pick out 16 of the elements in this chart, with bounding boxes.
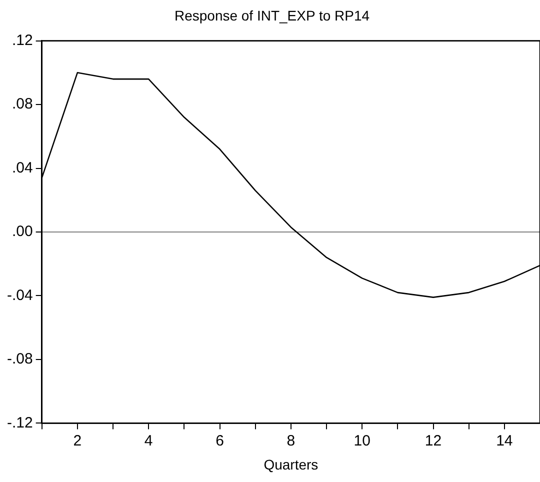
y-tick-label: .04 bbox=[12, 159, 33, 176]
x-axis-title: Quarters bbox=[264, 456, 318, 472]
x-tick-label: 14 bbox=[496, 432, 513, 450]
y-tick-label: .12 bbox=[12, 32, 33, 49]
y-tick-label: -.12 bbox=[6, 414, 33, 432]
y-tick-label: -.04 bbox=[6, 286, 33, 304]
x-tick-label: 8 bbox=[286, 432, 296, 450]
x-tick-label: 12 bbox=[424, 432, 442, 450]
x-tick-label: 4 bbox=[144, 432, 153, 450]
y-tick-label: .08 bbox=[12, 96, 33, 113]
x-tick-label: 10 bbox=[354, 432, 370, 450]
y-tick-label: .00 bbox=[12, 223, 33, 240]
chart-title: Response of INT_EXP to RP14 bbox=[174, 7, 370, 24]
x-tick-label: 6 bbox=[216, 432, 224, 450]
y-tick-label: -.08 bbox=[6, 350, 33, 368]
x-tick-label: 2 bbox=[73, 432, 82, 450]
